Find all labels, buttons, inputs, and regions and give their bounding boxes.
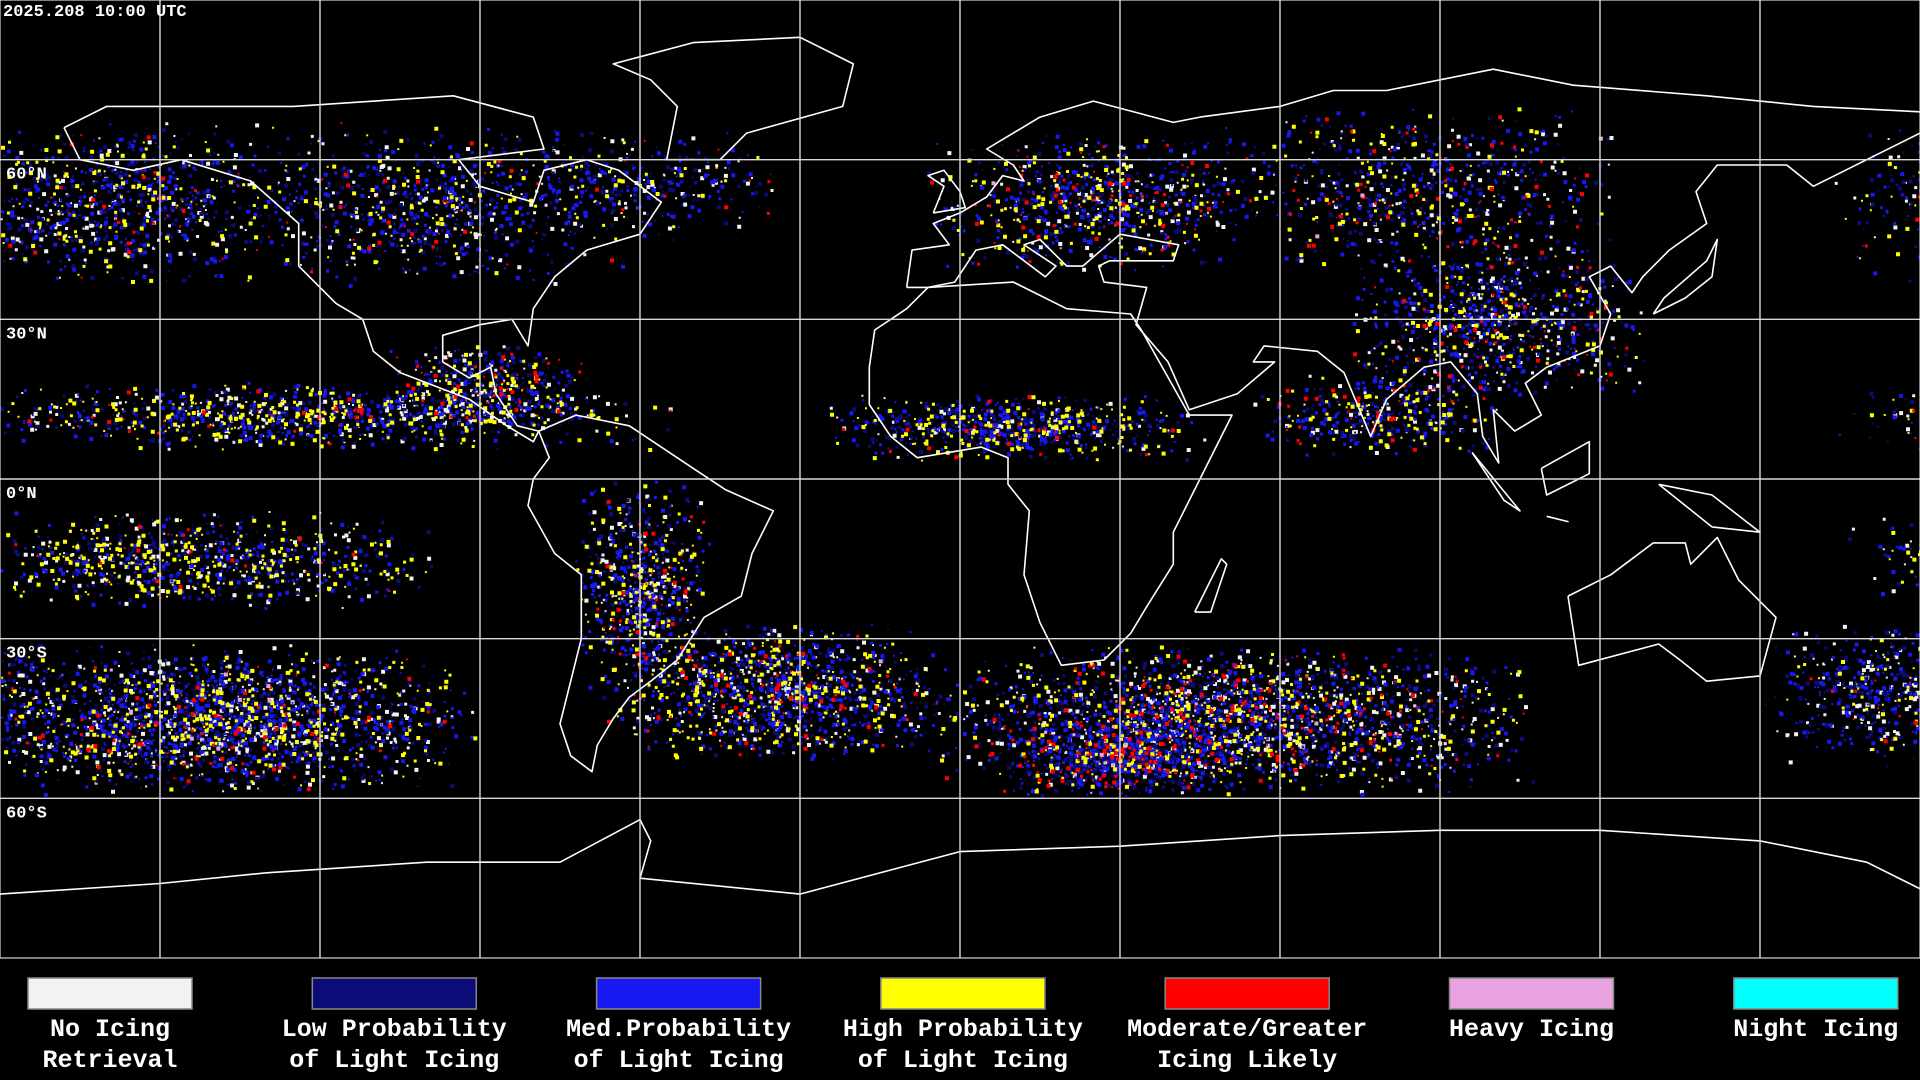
coastline <box>905 68 1920 288</box>
legend-label: Heavy Icing <box>1449 1015 1614 1044</box>
legend-label: No Icing <box>50 1015 170 1044</box>
latitude-label: 30°S <box>6 645 47 664</box>
coastline <box>63 95 663 443</box>
latitude-label: 60°S <box>6 804 47 823</box>
legend-swatch <box>1164 977 1330 1010</box>
legend-label: of Light Icing <box>574 1046 784 1075</box>
legend-label: of Light Icing <box>289 1046 499 1075</box>
latitude-label: 0°N <box>6 485 37 504</box>
legend-swatch <box>311 977 478 1010</box>
coastline <box>1540 440 1591 496</box>
legend-swatch <box>27 977 193 1010</box>
coastline <box>868 281 1233 667</box>
coastline <box>927 169 967 214</box>
legend-label: Night Icing <box>1733 1015 1898 1044</box>
coastlines <box>0 36 1920 895</box>
latitude-label: 60°N <box>6 166 47 185</box>
legend-label: Icing Likely <box>1157 1046 1337 1075</box>
coastline <box>1546 515 1569 523</box>
coastline <box>527 414 775 773</box>
graticule: 60°N 30°N 0°N 30°S 60°S <box>0 0 1920 958</box>
legend-swatch <box>1448 977 1615 1010</box>
legend-swatch <box>1733 977 1899 1010</box>
legend-label: High Probability <box>843 1015 1083 1044</box>
map-frame <box>0 0 1920 959</box>
legend-label: Retrieval <box>42 1046 177 1075</box>
coastline <box>1567 536 1777 683</box>
legend-swatch <box>595 977 762 1010</box>
coastline <box>906 132 1920 464</box>
coastline <box>1193 557 1228 613</box>
legend-label: Med.Probability <box>566 1015 791 1044</box>
coastline <box>1471 451 1521 512</box>
legend-label: Moderate/Greater <box>1127 1015 1367 1044</box>
legend-label: of Light Icing <box>858 1046 1068 1075</box>
latitude-label: 30°N <box>6 325 47 344</box>
timestamp: 2025.208 10:00 UTC <box>3 3 187 22</box>
legend-label: Low Probability <box>282 1015 507 1044</box>
legend-swatch <box>880 977 1046 1010</box>
coastline <box>1652 238 1719 315</box>
